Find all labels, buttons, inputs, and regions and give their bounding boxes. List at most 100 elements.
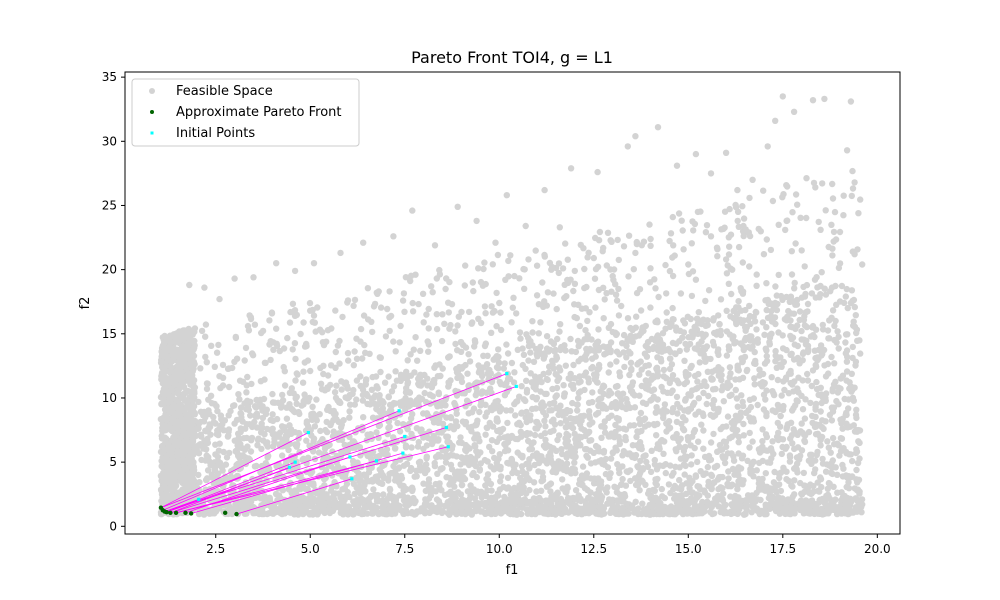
feasible-texture-point — [269, 411, 276, 418]
feasible-texture-point — [819, 321, 826, 329]
feasible-texture-point — [458, 481, 466, 489]
feasible-texture-point — [818, 269, 825, 276]
feasible-texture-point — [845, 396, 852, 403]
feasible-texture-point — [575, 343, 582, 350]
feasible-texture-point — [508, 486, 515, 493]
feasible-texture-point — [563, 468, 571, 475]
feasible-texture-point — [580, 412, 588, 419]
feasible-texture-point — [700, 389, 707, 397]
feasible-texture-point — [306, 442, 313, 449]
feasible-texture-point — [203, 452, 210, 459]
feasible-texture-point — [484, 424, 491, 432]
feasible-texture-point — [763, 306, 770, 314]
feasible-texture-point — [488, 303, 495, 310]
feasible-texture-point — [195, 398, 202, 406]
feasible-texture-point — [533, 488, 540, 495]
feasible-texture-point — [376, 396, 383, 403]
feasible-texture-point — [502, 442, 509, 449]
feasible-texture-point — [235, 391, 242, 398]
feasible-texture-point — [667, 230, 675, 237]
feasible-texture-point — [843, 358, 851, 365]
feasible-texture-point — [251, 418, 258, 426]
feasible-texture-point — [543, 375, 550, 383]
feasible-texture-point — [613, 358, 620, 365]
feasible-texture-point — [695, 370, 702, 378]
feasible-texture-point — [343, 448, 351, 455]
feasible-texture-point — [341, 380, 349, 388]
feasible-texture-point — [476, 466, 484, 473]
feasible-texture-point — [502, 276, 509, 283]
feasible-texture-point — [750, 473, 757, 480]
feasible-texture-point — [754, 401, 761, 409]
feasible-texture-point — [264, 454, 271, 461]
feasible-texture-point — [453, 410, 460, 417]
feasible-texture-point — [854, 337, 861, 344]
feasible-texture-point — [331, 411, 339, 419]
feasible-texture-point — [660, 450, 667, 457]
feasible-texture-point — [562, 240, 569, 247]
feasible-texture-point — [264, 466, 271, 473]
feasible-texture-point — [252, 413, 259, 420]
feasible-texture-point — [335, 418, 342, 426]
feasible-texture-point — [849, 185, 857, 192]
feasible-texture-point — [423, 311, 430, 318]
feasible-texture-point — [554, 335, 561, 343]
feasible-texture-point — [293, 370, 300, 377]
feasible-texture-point — [244, 443, 251, 450]
feasible-texture-point — [444, 490, 452, 498]
feasible-texture-point — [778, 392, 785, 399]
feasible-texture-point — [677, 455, 685, 462]
feasible-texture-point — [763, 412, 770, 420]
feasible-texture-point — [547, 480, 555, 487]
feasible-texture-point — [465, 410, 472, 417]
feasible-texture-point — [465, 351, 472, 358]
feasible-texture-point — [639, 500, 646, 507]
feasible-texture-point — [514, 346, 521, 353]
feasible-texture-point — [724, 413, 732, 420]
feasible-texture-point — [201, 408, 208, 416]
feasible-texture-point — [392, 368, 399, 375]
feasible-texture-point — [788, 350, 795, 357]
feasible-texture-point — [465, 308, 473, 316]
feasible-texture-point — [208, 400, 216, 407]
feasible-texture-point — [252, 494, 259, 501]
feasible-texture-point — [298, 402, 305, 409]
feasible-texture-point — [522, 365, 529, 372]
feasible-texture-point — [300, 455, 307, 462]
feasible-texture-point — [702, 297, 709, 305]
feasible-texture-point — [843, 420, 850, 427]
feasible-texture-point — [592, 304, 599, 311]
feasible-texture-point — [670, 485, 677, 493]
feasible-texture-point — [360, 312, 368, 319]
feasible-texture-point — [794, 469, 801, 476]
feasible-texture-point — [700, 445, 707, 452]
feasible-texture-point — [763, 324, 770, 331]
feasible-texture-point — [451, 399, 458, 407]
feasible-texture-point — [800, 469, 807, 477]
feasible-texture-point — [812, 457, 819, 464]
feasible-texture-point — [725, 234, 732, 241]
feasible-texture-point — [843, 411, 850, 419]
feasible-texture-point — [844, 331, 851, 338]
feasible-texture-point — [404, 357, 411, 364]
feasible-texture-point — [732, 386, 739, 394]
feasible-texture-point — [204, 467, 212, 474]
feasible-texture-point — [516, 329, 524, 336]
feasible-texture-point — [695, 483, 703, 490]
feasible-texture-point — [625, 232, 633, 239]
feasible-texture-point — [411, 473, 418, 480]
feasible-texture-point — [402, 389, 410, 396]
feasible-texture-point — [684, 313, 691, 320]
feasible-texture-point — [831, 360, 838, 367]
feasible-texture-point — [380, 491, 387, 498]
feasible-texture-point — [796, 456, 803, 463]
feasible-texture-point — [702, 355, 710, 362]
feasible-texture-point — [217, 384, 224, 392]
feasible-texture-point — [789, 334, 797, 341]
feasible-texture-point — [202, 333, 209, 340]
feasible-texture-point — [697, 350, 704, 357]
feasible-texture-point — [207, 431, 214, 438]
feasible-texture-point — [799, 406, 807, 413]
feasible-texture-point — [779, 345, 787, 352]
feasible-texture-point — [448, 445, 456, 453]
